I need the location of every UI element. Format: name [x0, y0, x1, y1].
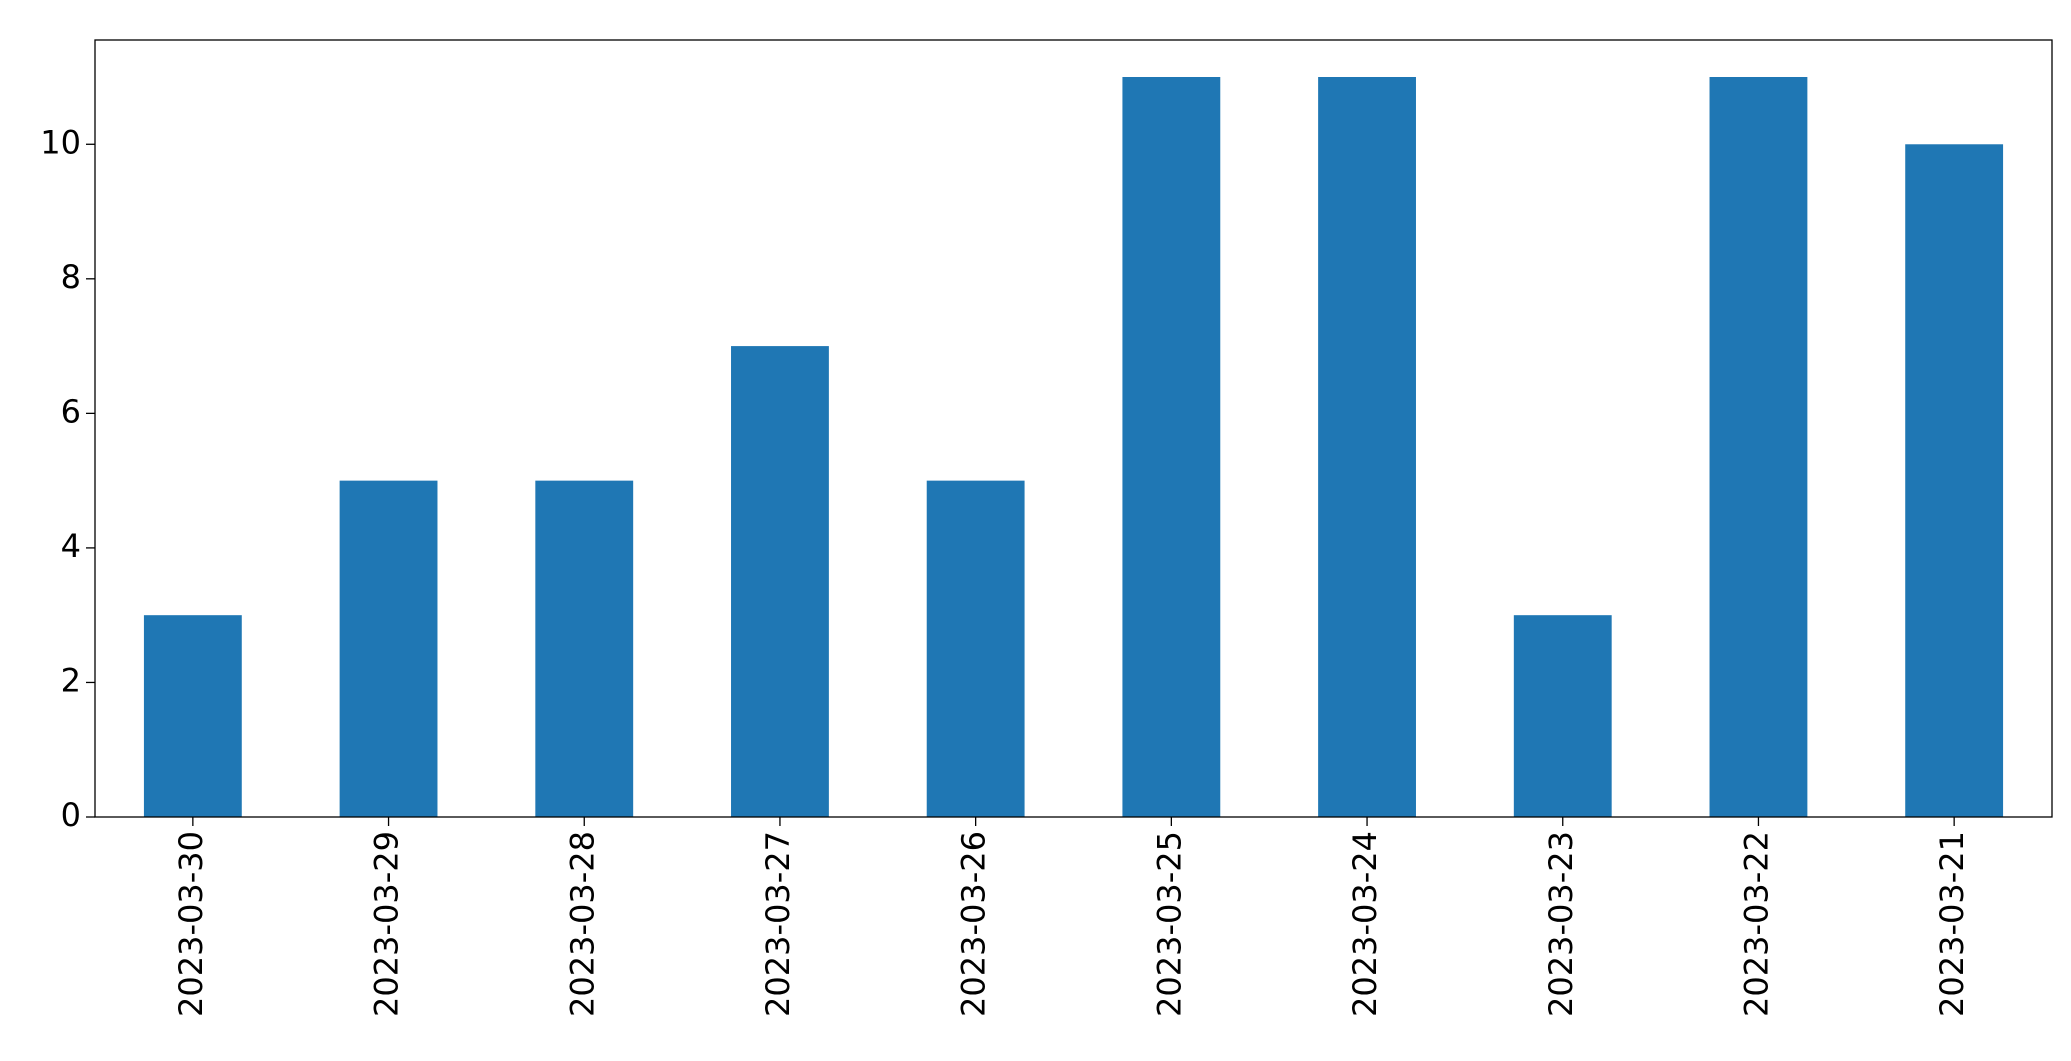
x-tick-label: 2023-03-21	[1933, 831, 1971, 1017]
plot-frame	[94, 39, 2053, 818]
bar	[339, 480, 438, 817]
x-tick-label: 2023-03-27	[759, 831, 797, 1017]
x-tick-label: 2023-03-28	[563, 831, 601, 1017]
x-tick-label: 2023-03-25	[1150, 831, 1188, 1017]
y-tick-label: 8	[61, 258, 81, 296]
bar	[1513, 615, 1612, 817]
bar	[1318, 77, 1416, 817]
y-tick-label: 4	[61, 527, 81, 565]
y-tick-label: 10	[40, 123, 81, 161]
bar	[1709, 77, 1808, 817]
x-tick-label: 2023-03-23	[1542, 831, 1580, 1017]
y-tick-label: 0	[61, 796, 81, 834]
bar	[926, 480, 1025, 817]
bar	[535, 480, 634, 817]
bar	[1122, 77, 1221, 817]
x-tick-label: 2023-03-26	[955, 831, 993, 1017]
y-tick-label: 6	[61, 392, 81, 430]
x-tick-label: 2023-03-24	[1346, 831, 1384, 1017]
x-tick-label: 2023-03-29	[368, 831, 406, 1017]
bar	[731, 346, 829, 817]
x-tick-label: 2023-03-22	[1737, 831, 1775, 1017]
x-tick-label: 2023-03-30	[172, 831, 210, 1017]
bar	[143, 615, 242, 817]
y-tick-label: 2	[61, 661, 81, 699]
bar	[1905, 144, 2004, 818]
